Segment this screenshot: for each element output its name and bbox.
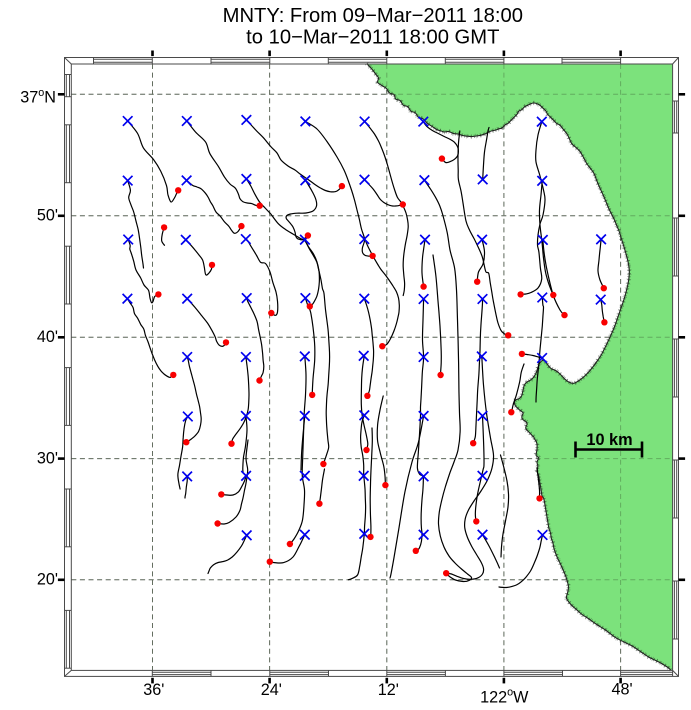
svg-text:24': 24' [261,681,282,699]
svg-text:40': 40' [37,328,58,346]
svg-text:37oN: 37oN [20,87,56,107]
svg-text:50': 50' [37,207,58,225]
svg-text:122oW: 122oW [480,686,529,706]
svg-text:10 km: 10 km [586,431,632,449]
svg-text:36': 36' [143,681,164,699]
svg-text:48': 48' [612,680,633,698]
svg-text:20': 20' [37,571,58,589]
svg-text:MNTY: From 09−Mar−2011 18:00: MNTY: From 09−Mar−2011 18:00 [223,5,523,27]
svg-text:30': 30' [37,449,58,467]
svg-text:to 10−Mar−2011 18:00 GMT: to 10−Mar−2011 18:00 GMT [246,26,499,48]
svg-text:12': 12' [378,681,399,699]
